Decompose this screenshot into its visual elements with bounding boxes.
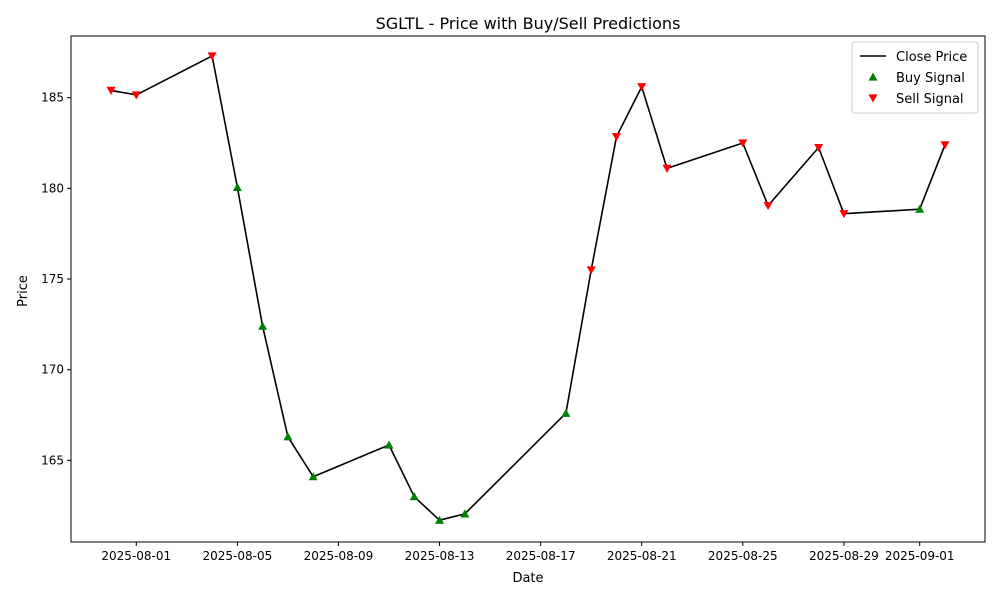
- buy-signal-marker: [308, 472, 318, 481]
- legend-label: Sell Signal: [896, 92, 964, 107]
- y-tick-label: 175: [41, 272, 64, 286]
- plot-frame: [70, 35, 986, 543]
- legend-label: Buy Signal: [896, 71, 965, 86]
- x-tick-label: 2025-08-05: [202, 549, 272, 563]
- legend-buy-marker: [868, 72, 878, 81]
- plot-area: [70, 35, 986, 543]
- legend-sell-marker: [868, 94, 878, 103]
- buy-signal-marker: [561, 408, 571, 417]
- buy-signal-marker: [409, 492, 419, 501]
- sell-signal-marker: [763, 201, 773, 211]
- x-tick-label: 2025-08-01: [101, 549, 171, 563]
- buy-signal-marker: [258, 321, 268, 330]
- sell-signal-marker: [839, 210, 849, 219]
- sell-signal-marker: [611, 133, 621, 142]
- buy-signal-marker: [915, 204, 925, 213]
- sell-signal-marker: [940, 141, 950, 150]
- sell-signal-marker: [814, 143, 824, 153]
- legend-label: Close Price: [896, 50, 967, 65]
- x-tick-label: 2025-08-13: [405, 549, 475, 563]
- y-tick-label: 165: [41, 453, 64, 467]
- buy-signal-marker: [435, 515, 445, 524]
- legend: Close Price Buy Signal Sell Signal: [851, 41, 979, 114]
- x-tick-label: 2025-08-09: [304, 549, 374, 563]
- y-tick-label: 180: [41, 181, 64, 195]
- sell-signal-marker: [131, 91, 141, 100]
- y-tick-label: 185: [41, 91, 64, 105]
- buy-signal-marker: [460, 509, 470, 518]
- x-tick-label: 2025-08-25: [708, 549, 778, 563]
- x-axis-ticks: 2025-08-01 2025-08-05 2025-08-09 2025-08-13…: [101, 542, 955, 563]
- sell-signal-marker: [586, 266, 596, 275]
- chart-title: SGLTL - Price with Buy/Sell Predictions: [376, 14, 681, 33]
- x-axis-label: Date: [512, 571, 543, 586]
- buy-signal-marker: [283, 432, 293, 441]
- sell-signal-marker: [207, 52, 217, 61]
- x-tick-label: 2025-08-17: [506, 549, 576, 563]
- buy-signal-marker: [232, 182, 242, 192]
- sell-signal-marker: [738, 139, 748, 148]
- y-axis-label: Price: [16, 275, 31, 307]
- sell-signal-marker: [106, 86, 116, 95]
- close-price-line: [110, 55, 946, 522]
- x-tick-label: 2025-09-01: [885, 549, 955, 563]
- sell-signal-marker: [637, 83, 647, 92]
- x-tick-label: 2025-08-21: [607, 549, 677, 563]
- y-axis-ticks: 165 170 175 180 185: [41, 91, 71, 467]
- sell-signal-marker: [662, 164, 672, 173]
- legend-frame: [851, 41, 979, 114]
- buy-signal-marker: [384, 440, 394, 449]
- y-tick-label: 170: [41, 363, 64, 377]
- x-tick-label: 2025-08-29: [809, 549, 879, 563]
